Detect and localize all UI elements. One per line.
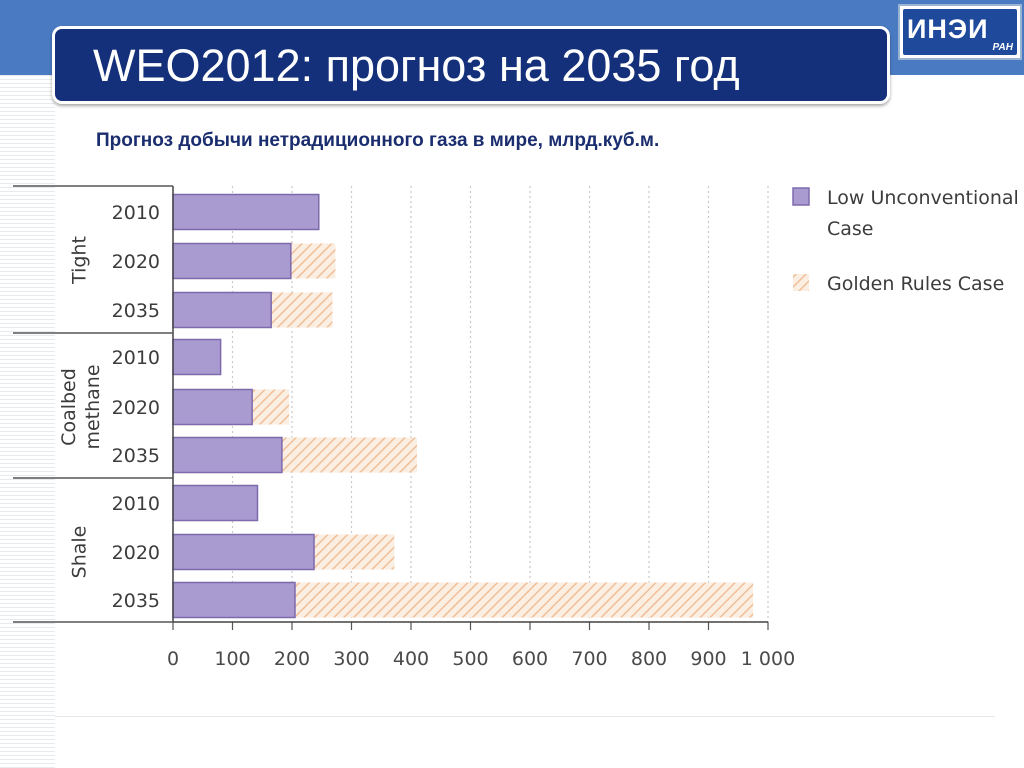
bar-golden-rules	[314, 534, 395, 570]
group-label: Shale	[69, 526, 91, 579]
y-category-label: 2035	[112, 590, 160, 612]
group-label-line: methane	[82, 364, 104, 449]
bar-golden-rules	[271, 292, 333, 328]
bar-low-unconventional	[172, 291, 272, 329]
logo-text: ИНЭИ	[907, 14, 989, 44]
logo-panel: ИНЭИ РАН	[903, 9, 1017, 55]
slide-title: WEO2012: прогноз на 2035 год	[93, 40, 740, 91]
x-tick-label: 100	[214, 648, 250, 670]
y-category-label: 2020	[112, 251, 160, 273]
group-label: Coalbed methane	[58, 364, 104, 449]
x-tick-label: 0	[167, 648, 179, 670]
y-category-label: 2035	[112, 300, 160, 322]
bar-low-unconventional	[172, 436, 283, 474]
chart-subtitle: Прогноз добычи нетрадиционного газа в ми…	[96, 130, 660, 151]
group-label-line: Coalbed	[58, 368, 80, 446]
x-tick-label: 200	[274, 648, 310, 670]
bar-golden-rules	[290, 243, 336, 279]
legend-swatch-golden	[793, 274, 809, 291]
y-category-label: 2010	[112, 493, 160, 515]
y-category-label: 2035	[112, 445, 160, 467]
footer-divider	[55, 716, 995, 717]
bar-low-unconventional	[172, 581, 296, 619]
bar-low-unconventional	[172, 338, 222, 376]
bar-low-unconventional	[172, 388, 253, 426]
group-label: Tight	[69, 236, 91, 285]
legend-label-golden: Golden Rules Case	[827, 273, 1004, 295]
side-stripes	[0, 75, 55, 768]
x-tick-label: 800	[631, 648, 667, 670]
y-category-label: 2020	[112, 397, 160, 419]
bar-golden-rules	[294, 582, 754, 618]
y-category-label: 2010	[112, 202, 160, 224]
x-tick-label: 700	[571, 648, 607, 670]
bar-golden-rules	[281, 437, 417, 473]
institute-logo: ИНЭИ РАН	[898, 4, 1022, 60]
y-category-label: 2020	[112, 542, 160, 564]
bar-low-unconventional	[172, 484, 259, 522]
title-box: WEO2012: прогноз на 2035 год	[52, 26, 890, 104]
logo-subtext: РАН	[992, 42, 1013, 53]
x-tick-label: 600	[512, 648, 548, 670]
x-tick-label: 500	[452, 648, 488, 670]
x-tick-label: 400	[393, 648, 429, 670]
y-category-label: 2010	[112, 347, 160, 369]
bar-low-unconventional	[172, 533, 315, 571]
legend-label-line: Case	[827, 218, 874, 240]
legend-label-low: Low Unconventional Case	[827, 187, 1019, 240]
bar-low-unconventional	[172, 242, 292, 280]
bar-golden-rules	[252, 389, 290, 425]
x-tick-label: 900	[690, 648, 726, 670]
bar-low-unconventional	[172, 193, 320, 231]
x-tick-label: 1 000	[741, 648, 795, 670]
legend-label-line: Low Unconventional	[827, 187, 1019, 209]
x-tick-label: 300	[333, 648, 369, 670]
legend-swatch-low	[792, 187, 810, 206]
